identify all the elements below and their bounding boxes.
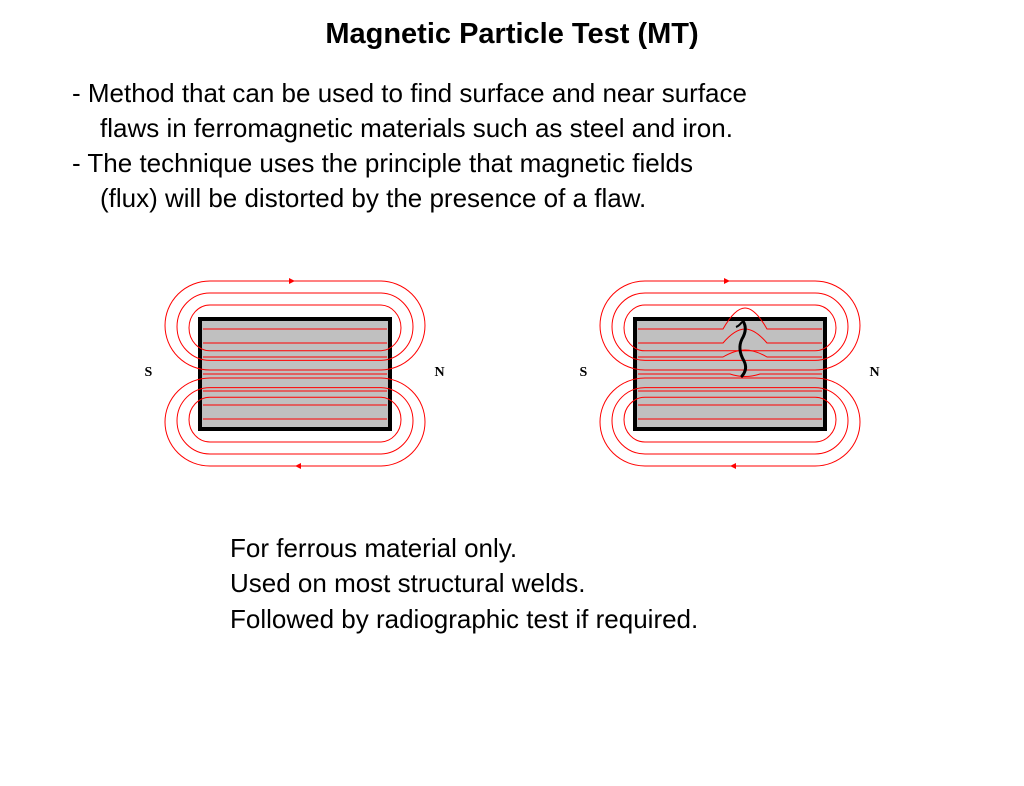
pole-north-label: N (870, 365, 880, 381)
pole-south-label: S (145, 365, 153, 381)
bullet-2-line-2: (flux) will be distorted by the presence… (72, 181, 952, 216)
diagram-row: S N S N (0, 266, 1024, 481)
footer-line-3: Followed by radiographic test if require… (230, 602, 1024, 637)
pole-south-label: S (580, 365, 588, 381)
page-title: Magnetic Particle Test (MT) (0, 18, 1024, 51)
pole-north-label: N (435, 365, 445, 381)
diagram-left: S N (105, 266, 485, 481)
footer-line-1: For ferrous material only. (230, 531, 1024, 566)
bullet-list: - Method that can be used to find surfac… (72, 76, 952, 216)
flux-diagram-with-flaw (540, 266, 920, 481)
bullet-2-line-1: - The technique uses the principle that … (72, 146, 952, 181)
footer-line-2: Used on most structural welds. (230, 566, 1024, 601)
bullet-1-line-1: - Method that can be used to find surfac… (72, 76, 952, 111)
bullet-1-line-2: flaws in ferromagnetic materials such as… (72, 111, 952, 146)
footer-notes: For ferrous material only. Used on most … (230, 531, 1024, 636)
flux-diagram-no-flaw (105, 266, 485, 481)
diagram-right: S N (540, 266, 920, 481)
